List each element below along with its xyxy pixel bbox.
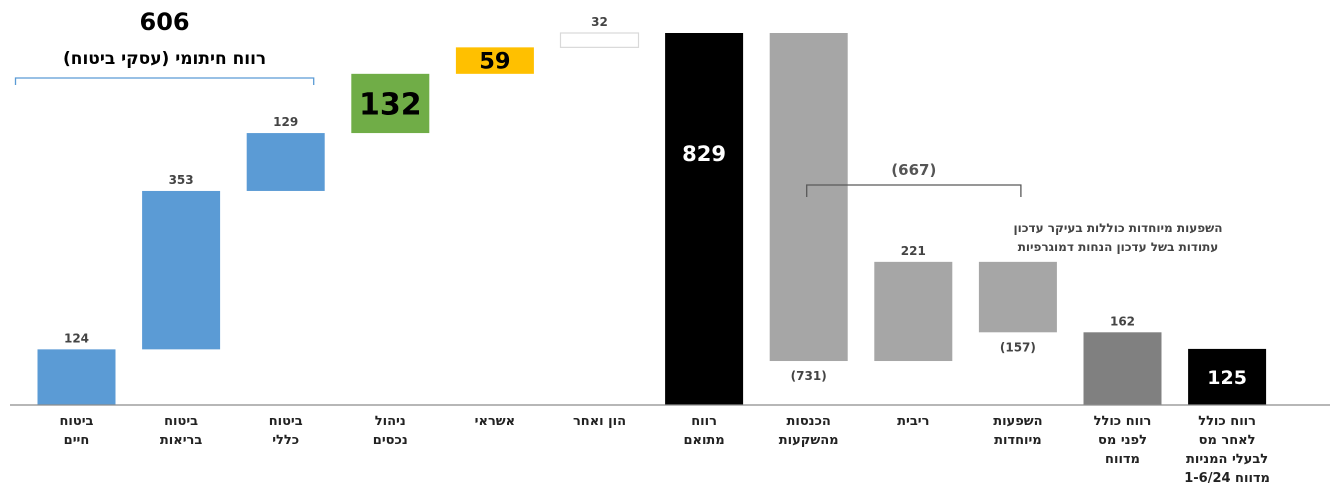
category-label-7-1: מהשקעות (779, 433, 839, 448)
category-label-8-0: ריבית (897, 414, 929, 429)
category-label-11-0: רווח כולל (1198, 414, 1256, 429)
category-label-11-3: מדווח 1-6/24 (1184, 471, 1270, 486)
bar-3 (351, 73, 430, 134)
group-total-1: (667) (891, 161, 936, 179)
value-label-5: 32 (591, 15, 608, 29)
bar-1 (142, 190, 221, 350)
value-label-3: 132 (359, 87, 422, 122)
category-label-9-0: השפעות (993, 414, 1042, 429)
category-label-2-1: כללי (272, 433, 299, 448)
value-label-6: 829 (682, 142, 726, 166)
category-label-0-0: ביטוח (60, 414, 94, 429)
value-label-2: 129 (273, 115, 298, 129)
category-label-6-1: מתואם (683, 433, 724, 448)
bar-0 (37, 349, 116, 405)
bar-4 (455, 47, 534, 74)
group-bracket-1 (806, 184, 1022, 197)
value-label-10: 162 (1110, 314, 1135, 328)
bar-9 (978, 261, 1057, 333)
bar-6 (665, 33, 744, 405)
category-label-7-0: הכנסות (787, 414, 831, 429)
bar-8 (874, 261, 953, 362)
group-brackets-layer: 606 רווח חיתומי (עסקי ביטוח) (667) (14, 8, 1022, 197)
category-label-1-0: ביטוח (164, 414, 198, 429)
category-label-6-0: רווח (691, 414, 717, 429)
category-label-10-1: לפני מס (1098, 433, 1147, 448)
bar-11 (1188, 348, 1267, 405)
bar-7 (769, 33, 848, 362)
group-title-0: רווח חיתומי (עסקי ביטוח) (63, 49, 266, 69)
category-label-9-1: מיוחדות (994, 433, 1042, 448)
category-label-11-1: לאחר מס (1199, 433, 1256, 448)
value-label-0: 124 (64, 331, 89, 345)
category-label-10-0: רווח כולל (1094, 414, 1152, 429)
value-label-1: 353 (169, 173, 194, 187)
value-labels-layer: 124 353 129 132 59 32 829 (731) 221 (157) 162 125 (64, 15, 1247, 389)
category-label-2-0: ביטוח (269, 414, 303, 429)
bar-2 (246, 133, 325, 191)
bar-10 (1083, 332, 1162, 405)
value-label-7: (731) (791, 369, 827, 383)
value-label-8: 221 (901, 244, 926, 258)
category-label-11-2: לבעלי המניות (1186, 452, 1268, 467)
category-label-5-0: הון ואחר (573, 414, 626, 429)
value-label-11: 125 (1207, 367, 1247, 389)
category-label-1-1: בריאות (160, 433, 202, 448)
annotation-line-1: עתודות בשל עדכון הנחות דמוגרפיות (1018, 240, 1219, 254)
group-bracket-0 (14, 77, 315, 85)
category-label-10-2: מדווח (1105, 452, 1140, 467)
category-label-4-0: אשראי (475, 414, 515, 429)
category-label-3-0: ניהול (375, 414, 406, 429)
annotation-layer: השפעות מיוחדות כוללות בעיקר עדכון עתודות … (1014, 221, 1223, 254)
value-label-4: 59 (479, 49, 510, 75)
value-label-9: (157) (1000, 340, 1036, 354)
category-label-0-1: חיים (64, 433, 90, 448)
category-label-3-1: נכסים (373, 433, 408, 448)
bars-layer (37, 32, 1267, 405)
bar-5 (559, 32, 640, 48)
category-labels-layer: ביטוח חיים ביטוח בריאות ביטוח כללי ניהול נכסים א… (60, 414, 1270, 486)
group-total-0: 606 (140, 8, 190, 36)
annotation-line-0: השפעות מיוחדות כוללות בעיקר עדכון (1014, 221, 1223, 235)
